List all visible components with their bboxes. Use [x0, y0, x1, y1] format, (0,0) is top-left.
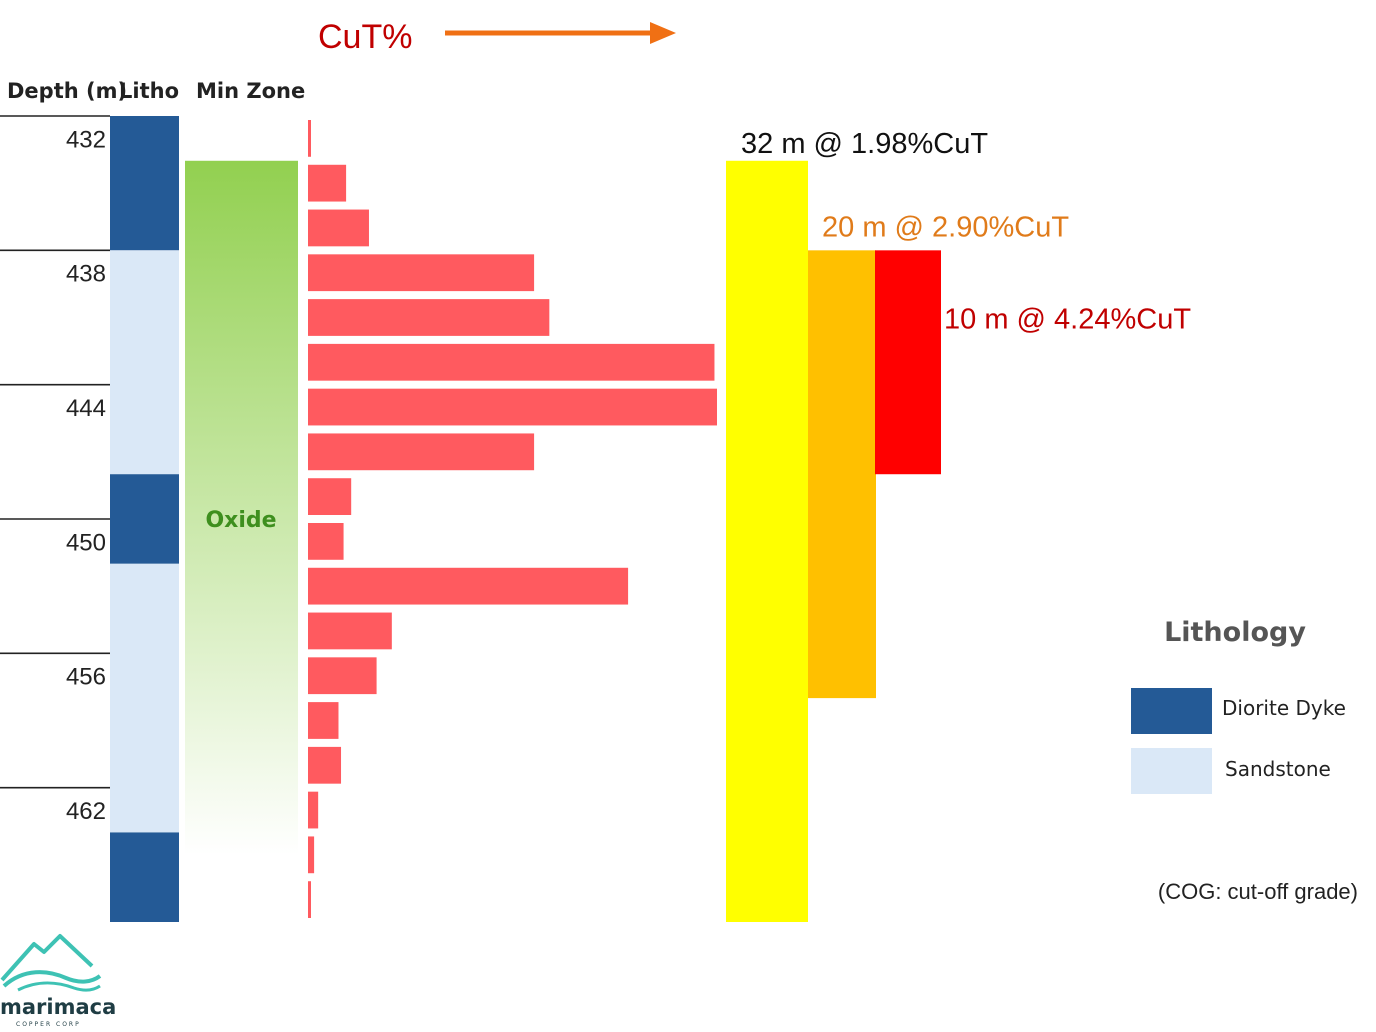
direction-arrow [445, 22, 676, 44]
grade-bar [308, 433, 535, 471]
depth-tick-label: 438 [66, 261, 106, 288]
grade-bar [308, 702, 339, 739]
composite-interval-label: 20 m @ 2.90%CuT [822, 211, 1069, 243]
min-zone-header: Min Zone [196, 79, 305, 103]
grade-bar [308, 836, 315, 874]
composite-interval-bar [808, 250, 876, 699]
wave-icon [2, 970, 102, 988]
depth-tick-label: 432 [66, 126, 106, 153]
grade-bar [308, 791, 319, 829]
mountain-logo-icon [0, 934, 94, 982]
marimaca-logo: marimaca COPPER CORP [0, 934, 116, 1028]
legend-label-sandstone: Sandstone [1225, 757, 1331, 781]
depth-tick-label: 456 [66, 664, 106, 691]
depth-tick-label: 462 [66, 798, 106, 825]
grade-bar [308, 343, 715, 381]
litho-interval [110, 250, 179, 475]
grade-bar [308, 120, 311, 157]
litho-interval [110, 832, 179, 922]
grade-bar [308, 746, 342, 784]
litho-interval [110, 474, 179, 564]
legend-swatch-sandstone [1131, 748, 1212, 794]
grade-bar [308, 254, 535, 292]
depth-axis: 432 438 444 450 456 462 [0, 115, 110, 825]
brand-name: marimaca [0, 995, 116, 1019]
composite-interval-label: 10 m @ 4.24%CuT [944, 304, 1191, 336]
grade-bar [308, 657, 377, 695]
depth-header: Depth (m) [7, 79, 127, 103]
lithology-column [110, 116, 179, 922]
grade-bar [308, 881, 311, 918]
legend-title: Lithology [1164, 617, 1306, 648]
legend-swatch-diorite [1131, 688, 1212, 734]
depth-tick-label: 450 [66, 529, 106, 556]
oxide-zone-bar [185, 160, 298, 855]
grade-bar [308, 209, 369, 247]
composite-intervals: 32 m @ 1.98%CuT 20 m @ 2.90%CuT 10 m @ 4.2… [726, 128, 1191, 922]
grade-bar [308, 388, 717, 426]
litho-header: Litho [119, 79, 179, 103]
composite-interval-label: 32 m @ 1.98%CuT [741, 128, 988, 160]
composite-interval-bar [726, 160, 808, 922]
litho-interval [110, 563, 179, 833]
brand-subtitle: COPPER CORP [16, 1021, 81, 1028]
min-zone-column: Oxide [185, 160, 298, 855]
legend: Lithology Diorite Dyke Sandstone [1131, 617, 1346, 794]
grade-bar [308, 478, 352, 515]
min-zone-label: Oxide [205, 508, 276, 533]
grade-bar [308, 299, 550, 336]
litho-interval [110, 116, 179, 251]
grade-bar [308, 523, 344, 560]
depth-tick-label: 444 [66, 395, 106, 422]
composite-interval-bar [875, 250, 941, 475]
grade-bar [308, 612, 392, 650]
cog-note: (COG: cut-off grade) [1158, 879, 1358, 904]
grade-bar [308, 567, 629, 605]
chart-title: CuT% [318, 18, 412, 56]
grade-bars [308, 120, 717, 918]
grade-bar [308, 164, 347, 202]
legend-label-diorite: Diorite Dyke [1222, 696, 1346, 720]
